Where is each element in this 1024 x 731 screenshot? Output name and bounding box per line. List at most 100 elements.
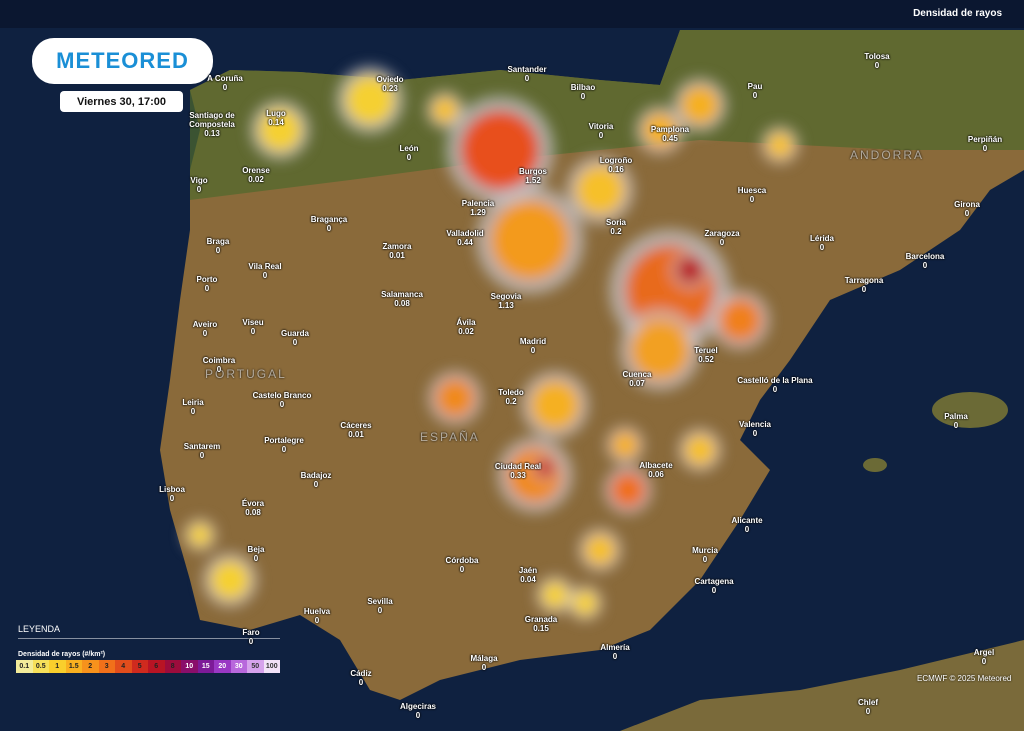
legend-title: LEYENDA xyxy=(18,624,280,639)
city: Santarem 0 xyxy=(184,442,220,460)
city-value: 1.52 xyxy=(525,176,541,185)
city-name: Leiria xyxy=(182,398,204,407)
credit: ECMWF © 2025 Meteored xyxy=(917,674,1012,683)
legend-swatch: 100 xyxy=(263,660,280,673)
city: Ciudad Real 0.33 xyxy=(495,462,541,480)
city-value: 0 xyxy=(204,284,210,293)
city-value: 0.44 xyxy=(457,238,473,247)
city: Cuenca 0.07 xyxy=(623,370,652,388)
city: Girona 0 xyxy=(954,200,980,218)
city-name: Santarem xyxy=(183,442,221,451)
storm xyxy=(490,200,570,280)
city-name: Ciudad Real xyxy=(494,462,542,471)
city: Palencia 1.29 xyxy=(462,199,494,217)
city-value: 0 xyxy=(481,663,487,672)
city: Chlef 0 xyxy=(858,698,878,716)
city-value: 0.14 xyxy=(268,118,284,127)
city: Málaga 0 xyxy=(470,654,497,672)
storm xyxy=(766,131,794,159)
city-name: Vila Real xyxy=(248,262,282,271)
legend-swatch: 0.1 xyxy=(16,660,33,673)
city: Logroño 0.16 xyxy=(600,156,632,174)
city: Pamplona 0.45 xyxy=(651,125,689,143)
date: Viernes 30, 17:00 xyxy=(60,91,183,112)
city-value: 0.08 xyxy=(394,299,410,308)
city-name: Barcelona xyxy=(905,252,945,261)
city: Oviedo 0.23 xyxy=(376,75,403,93)
city-name: Girona xyxy=(954,200,980,209)
city: Cáceres 0.01 xyxy=(340,421,371,439)
city-name: Madrid xyxy=(519,337,547,346)
city: Faro 0 xyxy=(242,628,259,646)
city-value: 0 xyxy=(326,224,332,233)
legend-swatch: 0.5 xyxy=(32,660,49,673)
city: Zaragoza 0 xyxy=(704,229,739,247)
region-label: ESPAÑA xyxy=(420,430,480,444)
city-value: 0 xyxy=(279,400,285,409)
city-name: Bilbao xyxy=(570,83,596,92)
city-value: 0 xyxy=(377,606,383,615)
city: Orense 0.02 xyxy=(242,166,270,184)
city: Santiago de Compostela 0.13 xyxy=(182,111,242,138)
city-value: 0.08 xyxy=(245,508,261,517)
city-name: Zaragoza xyxy=(704,229,740,238)
city-value: 1.29 xyxy=(470,208,486,217)
legend-subtitle: Densidad de rayos (#/km²) xyxy=(18,651,106,658)
region-label: ANDORRA xyxy=(850,148,925,162)
legend-swatch: 4 xyxy=(115,660,132,673)
city-value: 0 xyxy=(253,554,259,563)
city-value: 0.45 xyxy=(662,134,678,143)
legend-swatch: 30 xyxy=(230,660,247,673)
city-value: 0 xyxy=(406,153,412,162)
city-name: Logroño xyxy=(599,156,633,165)
storm xyxy=(684,434,716,466)
city: A Coruña 0 xyxy=(207,74,243,92)
city-value: 0 xyxy=(292,338,298,347)
city-name: León xyxy=(399,144,419,153)
city-value: 0 xyxy=(752,91,758,100)
city: Badajoz 0 xyxy=(301,471,332,489)
city: Évora 0.08 xyxy=(242,499,264,517)
city: Lugo 0.14 xyxy=(266,109,286,127)
city-name: Braga xyxy=(206,237,230,246)
city-value: 0 xyxy=(719,238,725,247)
storm xyxy=(345,75,395,125)
city-name: Huelva xyxy=(303,607,331,616)
city-name: Badajoz xyxy=(300,471,332,480)
legend-swatch: 10 xyxy=(181,660,198,673)
land-north xyxy=(190,30,1024,200)
city-value: 0 xyxy=(216,365,222,374)
legend-swatch: 1.5 xyxy=(65,660,82,673)
city: Cádiz 0 xyxy=(350,669,371,687)
city: Santander 0 xyxy=(507,65,546,83)
city-name: Chlef xyxy=(858,698,878,707)
storm xyxy=(541,581,569,609)
city: Burgos 1.52 xyxy=(519,167,547,185)
legend: LEYENDA Densidad de rayos (#/km²) 0.1 0.5… xyxy=(12,620,280,673)
city-value: 0.06 xyxy=(648,470,664,479)
city-value: 0.02 xyxy=(458,327,474,336)
city-value: 0 xyxy=(711,586,717,595)
city: Valladolid 0.44 xyxy=(446,229,483,247)
city: Portalegre 0 xyxy=(264,436,304,454)
city-value: 0.2 xyxy=(505,397,517,406)
city-name: Aveiro xyxy=(192,320,218,329)
city-name: Almería xyxy=(600,643,630,652)
legend-swatch: 6 xyxy=(148,660,165,673)
city: Porto 0 xyxy=(197,275,218,293)
city-value: 0 xyxy=(524,74,530,83)
city-value: 0 xyxy=(744,525,750,534)
city-value: 1.13 xyxy=(498,301,514,310)
storm xyxy=(572,590,598,616)
city: Valencia 0 xyxy=(739,420,771,438)
city-name: Albacete xyxy=(639,461,673,470)
city-name: Segovia xyxy=(490,292,522,301)
city-name: Huesca xyxy=(737,186,767,195)
city: Castelló de la Plana 0 xyxy=(737,376,812,394)
storm xyxy=(584,534,616,566)
storm xyxy=(630,320,690,380)
city: León 0 xyxy=(399,144,418,162)
city-name: Soria xyxy=(605,218,627,227)
city-value: 0 xyxy=(981,657,987,666)
city-value: 0 xyxy=(749,195,755,204)
